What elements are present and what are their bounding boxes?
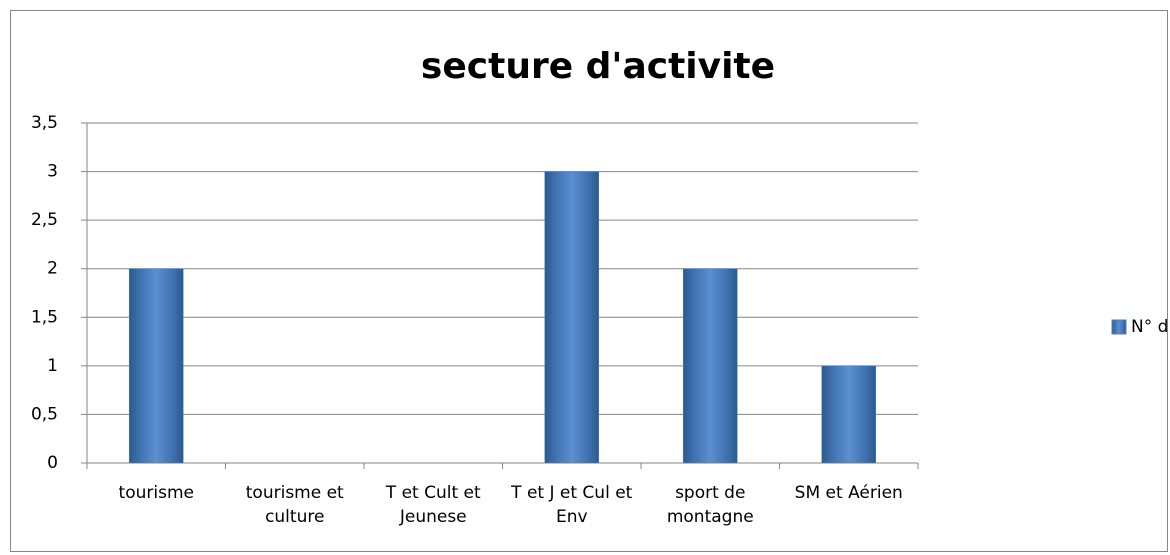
y-tick-label: 0,5 (31, 404, 58, 424)
legend-label: N° d'association (1131, 317, 1170, 337)
y-tick-label: 1,5 (31, 307, 58, 327)
bar (821, 365, 876, 464)
x-tick-label: tourisme (118, 483, 194, 503)
chart-title: secture d'activite (421, 46, 775, 87)
y-tick-label: 2 (47, 259, 58, 279)
y-tick-label: 1 (47, 356, 58, 376)
x-tick-label: T et Cult et Jeunese (385, 483, 481, 527)
x-tick-label-box: T et J et Cul et Env (511, 483, 633, 527)
x-tick-label-box: T et Cult et Jeunese (385, 483, 481, 527)
bar (683, 268, 738, 464)
x-tick-label-box: tourisme (118, 483, 194, 503)
x-tick-label-box: sport de montagne (666, 483, 754, 527)
y-tick-label: 2,5 (31, 210, 58, 230)
x-tick-label: sport de montagne (666, 483, 754, 527)
y-tick-label: 3,5 (31, 113, 58, 133)
x-tick-label-box: tourisme et culture (245, 483, 344, 527)
y-tick-label: 3 (47, 162, 58, 182)
legend-swatch (1111, 319, 1127, 335)
bar (544, 171, 599, 464)
bar (129, 268, 184, 464)
x-tick-label: tourisme et culture (245, 483, 344, 527)
x-tick-label: T et J et Cul et Env (511, 483, 633, 527)
x-tick-label: SM et Aérien (794, 483, 903, 503)
x-tick-label-box: SM et Aérien (794, 483, 903, 503)
y-tick-label: 0 (47, 453, 58, 473)
